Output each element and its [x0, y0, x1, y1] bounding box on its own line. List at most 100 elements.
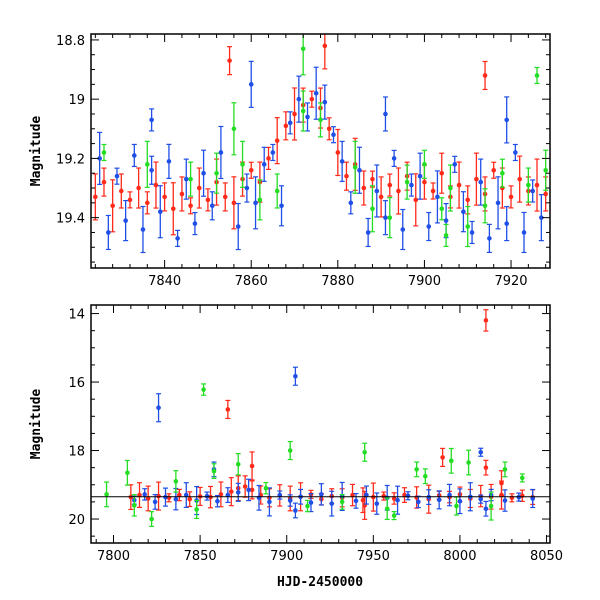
bottom-x-tick-label: 7800	[97, 549, 130, 564]
top-x-tick-label: 7860	[235, 274, 268, 289]
top-y-axis-title: Magnitude	[29, 116, 44, 187]
top-blue-point	[400, 227, 406, 232]
bottom-blue-point	[374, 501, 380, 506]
top-red-point	[227, 58, 232, 63]
bottom-red-point	[391, 496, 397, 501]
top-red-point	[387, 182, 393, 188]
top-green-point	[257, 197, 263, 203]
top-red-point	[326, 126, 332, 132]
bottom-x-tick-label: 7950	[357, 549, 390, 564]
bottom-panel-ticks: 7800 7850 7900 7950 8000 8050 14 16 18 20	[68, 305, 563, 564]
top-x-tick-label: 7880	[321, 274, 354, 289]
top-red-point	[144, 200, 150, 206]
top-panel-marks	[92, 34, 549, 254]
top-red-point	[231, 200, 237, 206]
bottom-green-point	[422, 473, 428, 479]
bottom-green-point	[454, 503, 459, 509]
bottom-green-point	[414, 467, 419, 472]
bottom-green-point	[466, 460, 471, 465]
top-green-point	[543, 167, 548, 173]
top-blue-point	[218, 150, 224, 155]
top-red-point	[430, 188, 436, 194]
bottom-red-point	[483, 318, 489, 323]
bottom-blue-point	[530, 496, 535, 501]
top-red-point	[465, 197, 471, 203]
top-blue-point	[469, 230, 475, 235]
top-blue-point	[478, 179, 484, 185]
top-green-point	[274, 188, 280, 194]
top-blue-point	[114, 173, 120, 179]
top-x-tick-label: 7900	[408, 274, 441, 289]
top-green-point	[300, 108, 306, 114]
bottom-red-point	[483, 465, 489, 470]
top-blue-point	[435, 194, 440, 200]
bottom-y-tick-label: 14	[68, 308, 85, 323]
top-blue-point	[201, 170, 206, 176]
bottom-blue-point	[183, 492, 189, 498]
top-y-tick-label: 18.8	[56, 34, 85, 49]
top-blue-point	[374, 188, 380, 194]
bottom-red-point	[225, 407, 231, 412]
bottom-green-point	[391, 513, 397, 518]
top-blue-point	[106, 230, 111, 235]
top-y-tick-label: 19	[68, 93, 85, 108]
top-blue-point	[166, 159, 172, 164]
top-blue-point	[426, 224, 432, 229]
bottom-blue-point	[483, 506, 489, 512]
top-red-point	[439, 170, 445, 176]
top-blue-point	[305, 114, 310, 120]
bottom-blue-point	[246, 487, 251, 493]
top-blue-point	[409, 182, 414, 188]
top-red-point	[266, 156, 271, 161]
top-blue-point	[253, 200, 258, 206]
bottom-blue-point	[319, 492, 324, 497]
top-red-point	[153, 182, 159, 188]
bottom-green-point	[173, 479, 179, 484]
bottom-red-point	[509, 495, 515, 501]
top-red-point	[534, 182, 540, 188]
bottom-x-tick-label: 8050	[530, 549, 563, 564]
bottom-blue-point	[287, 498, 293, 503]
top-red-point	[119, 188, 124, 194]
bottom-green-point	[235, 461, 241, 467]
top-x-tick-label: 7840	[148, 274, 181, 289]
top-red-point	[205, 197, 211, 203]
top-red-point	[335, 150, 341, 155]
top-green-point	[465, 224, 471, 229]
top-red-point	[110, 203, 115, 209]
top-red-point	[413, 197, 419, 203]
top-green-point	[500, 170, 505, 176]
bottom-blue-point	[156, 405, 161, 411]
top-blue-point	[270, 150, 276, 155]
top-green-point	[387, 215, 393, 220]
top-green-point	[231, 126, 237, 132]
top-blue-point	[539, 215, 544, 220]
bottom-green-point	[362, 449, 367, 455]
top-blue-point	[287, 120, 293, 126]
top-red-point	[396, 188, 401, 194]
bottom-green-point	[125, 470, 130, 476]
top-blue-point	[521, 230, 527, 235]
top-blue-point	[357, 167, 362, 173]
top-green-point	[370, 206, 375, 212]
bottom-green-point	[502, 467, 508, 472]
bottom-red-point	[228, 489, 234, 494]
top-red-point	[422, 179, 427, 185]
top-green-point	[482, 203, 488, 209]
bottom-blue-point	[478, 449, 484, 455]
bottom-green-point	[104, 492, 109, 497]
top-green-point	[422, 162, 427, 167]
top-blue-point	[248, 82, 254, 87]
bottom-green-point	[211, 468, 217, 474]
bottom-panel-marks	[104, 309, 536, 527]
top-green-point	[526, 182, 531, 188]
bottom-panel: 7800 7850 7900 7950 8000 8050 14 16 18 20 Magnitu…	[29, 304, 563, 590]
top-blue-point	[149, 117, 154, 123]
bottom-x-tick-label: 8000	[443, 549, 476, 564]
top-red-point	[170, 206, 176, 212]
top-blue-point	[331, 132, 336, 138]
bottom-green-point	[519, 475, 525, 481]
top-blue-point	[157, 209, 163, 215]
bottom-blue-point	[395, 497, 400, 503]
